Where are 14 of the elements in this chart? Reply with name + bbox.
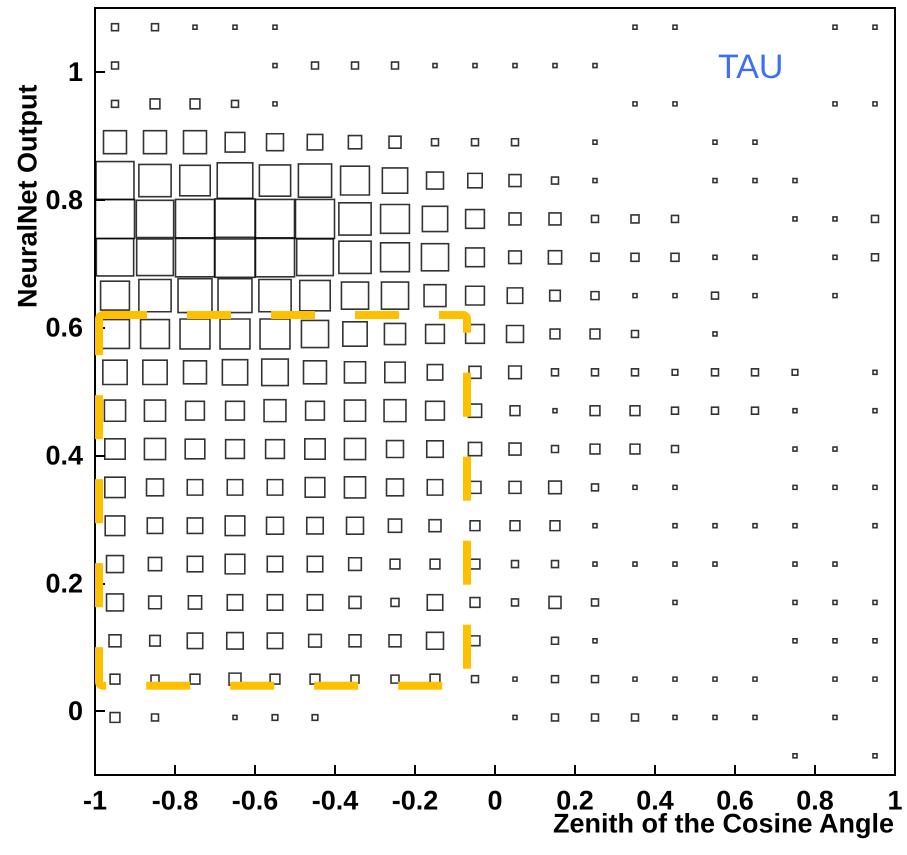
y-tick-label: 0.6: [45, 312, 83, 343]
x-tick-label: -0.6: [232, 786, 278, 816]
x-tick-label: 0: [487, 786, 503, 816]
y-tick-label: 0.2: [45, 568, 83, 598]
y-tick-label: 1: [68, 56, 83, 87]
x-tick-label: -0.8: [152, 786, 198, 816]
x-tick-label: -0.4: [312, 786, 358, 816]
y-axis-title: NeuralNet Output: [12, 84, 42, 308]
x-tick-label: -0.2: [392, 786, 438, 816]
annotation: TAU: [718, 48, 784, 86]
x-tick-label: -1: [82, 786, 108, 816]
y-tick-label: 0.8: [45, 184, 83, 215]
y-tick-label: 0: [68, 696, 83, 726]
y-tick-label: 0.4: [45, 440, 83, 470]
